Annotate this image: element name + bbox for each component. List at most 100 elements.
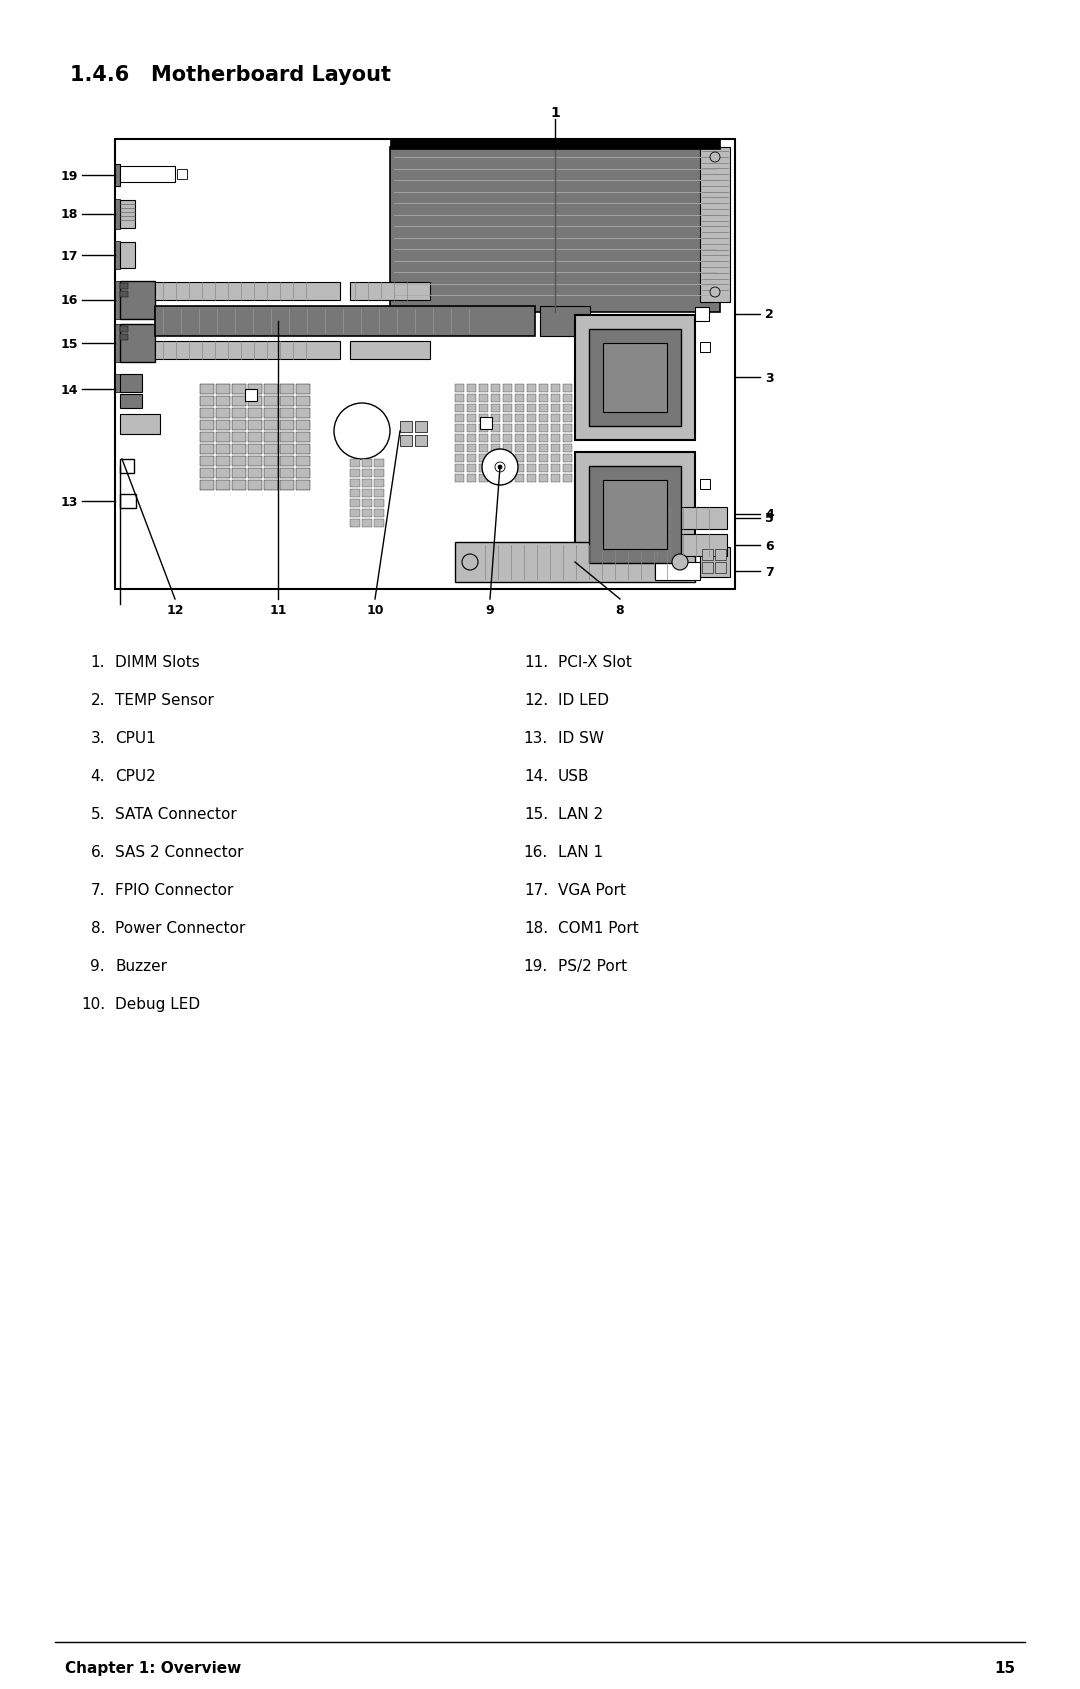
- Bar: [232, 409, 246, 419]
- Text: Chapter 1: Overview: Chapter 1: Overview: [65, 1660, 241, 1675]
- Text: 14: 14: [60, 383, 78, 397]
- Bar: [264, 409, 278, 419]
- Bar: [503, 395, 512, 402]
- Circle shape: [462, 554, 478, 571]
- Bar: [480, 417, 492, 429]
- Bar: [491, 395, 500, 402]
- Bar: [400, 422, 411, 432]
- Bar: [362, 459, 372, 468]
- Text: 5: 5: [765, 512, 773, 525]
- Bar: [296, 481, 310, 491]
- Bar: [539, 475, 548, 483]
- Bar: [455, 475, 464, 483]
- Bar: [374, 500, 384, 508]
- Bar: [539, 405, 548, 412]
- Bar: [467, 454, 476, 463]
- Bar: [480, 444, 488, 453]
- Bar: [120, 284, 129, 291]
- Bar: [647, 508, 727, 530]
- Bar: [539, 434, 548, 443]
- Bar: [515, 444, 524, 453]
- Bar: [551, 424, 561, 432]
- Bar: [114, 324, 120, 363]
- Bar: [539, 395, 548, 402]
- Bar: [467, 434, 476, 443]
- Bar: [515, 415, 524, 422]
- Text: 18: 18: [60, 208, 78, 221]
- Bar: [491, 405, 500, 412]
- Bar: [120, 243, 135, 269]
- Bar: [700, 343, 710, 353]
- Bar: [527, 434, 536, 443]
- Bar: [248, 481, 262, 491]
- Bar: [390, 140, 720, 150]
- Bar: [296, 397, 310, 407]
- Bar: [362, 480, 372, 488]
- Bar: [200, 456, 214, 466]
- Bar: [654, 562, 700, 581]
- Bar: [248, 456, 262, 466]
- Text: 2: 2: [765, 309, 773, 321]
- Text: 9: 9: [486, 603, 495, 616]
- Bar: [362, 510, 372, 519]
- Bar: [156, 282, 340, 301]
- Bar: [114, 140, 735, 589]
- Bar: [551, 454, 561, 463]
- Text: 17.: 17.: [524, 882, 548, 897]
- Bar: [200, 385, 214, 395]
- Bar: [232, 385, 246, 395]
- Bar: [120, 324, 156, 363]
- Bar: [527, 385, 536, 394]
- Text: 8: 8: [616, 603, 624, 616]
- Bar: [248, 385, 262, 395]
- Bar: [415, 436, 427, 446]
- Bar: [503, 385, 512, 394]
- Bar: [715, 562, 726, 574]
- Text: 19: 19: [60, 169, 78, 182]
- Bar: [480, 385, 488, 394]
- Text: 16.: 16.: [524, 844, 548, 860]
- Bar: [350, 510, 360, 519]
- Bar: [480, 405, 488, 412]
- Bar: [455, 464, 464, 473]
- Bar: [491, 424, 500, 432]
- Text: CPU1: CPU1: [114, 731, 156, 745]
- Text: 15: 15: [60, 338, 78, 350]
- Bar: [232, 470, 246, 478]
- Text: 8.: 8.: [91, 921, 105, 936]
- Bar: [551, 464, 561, 473]
- Bar: [455, 405, 464, 412]
- Text: LAN 1: LAN 1: [558, 844, 603, 860]
- Bar: [374, 510, 384, 519]
- Bar: [467, 405, 476, 412]
- Bar: [551, 405, 561, 412]
- Bar: [539, 444, 548, 453]
- Bar: [480, 395, 488, 402]
- Bar: [232, 444, 246, 454]
- Text: 5.: 5.: [91, 807, 105, 821]
- Bar: [563, 415, 572, 422]
- Bar: [503, 464, 512, 473]
- Bar: [374, 520, 384, 527]
- Bar: [350, 470, 360, 478]
- Bar: [390, 149, 720, 312]
- Bar: [296, 421, 310, 431]
- Bar: [491, 444, 500, 453]
- Bar: [647, 535, 727, 557]
- Text: 10: 10: [366, 603, 383, 616]
- Bar: [503, 454, 512, 463]
- Bar: [467, 415, 476, 422]
- Bar: [527, 415, 536, 422]
- Bar: [264, 421, 278, 431]
- Bar: [350, 490, 360, 498]
- Bar: [455, 424, 464, 432]
- Bar: [280, 470, 294, 478]
- Bar: [350, 480, 360, 488]
- Bar: [539, 385, 548, 394]
- Text: COM1 Port: COM1 Port: [558, 921, 638, 936]
- Bar: [280, 385, 294, 395]
- Bar: [280, 432, 294, 443]
- Bar: [551, 444, 561, 453]
- Bar: [515, 405, 524, 412]
- Text: 7: 7: [765, 566, 773, 578]
